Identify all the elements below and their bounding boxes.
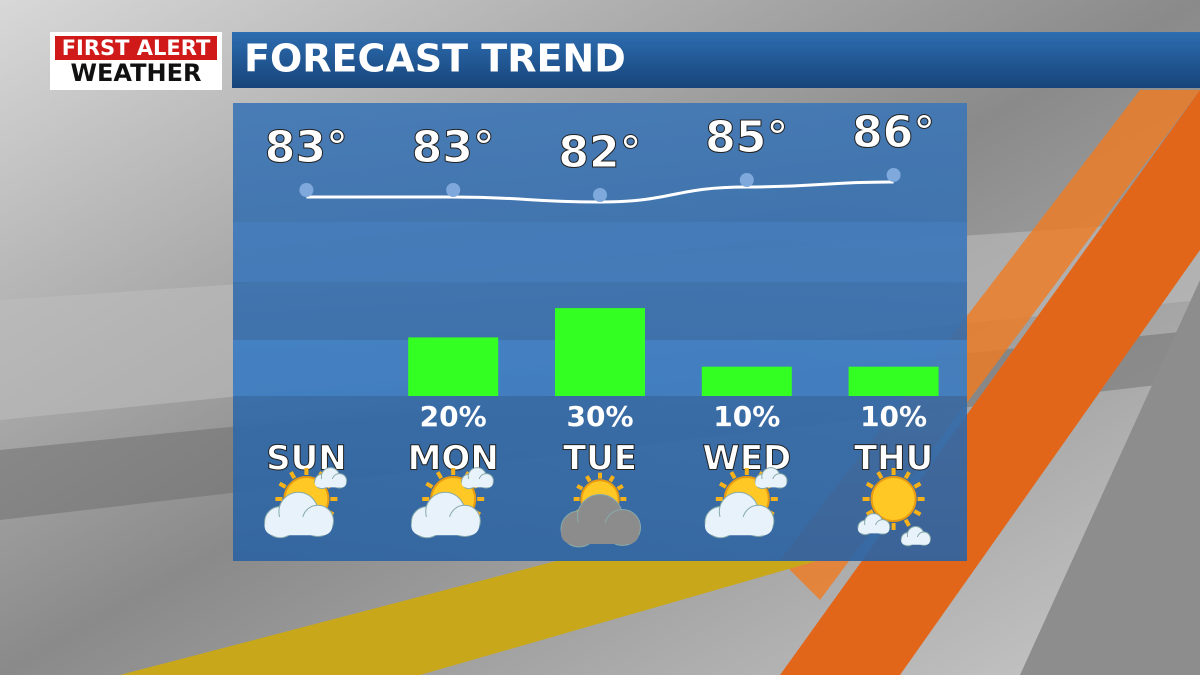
precip-bar bbox=[848, 366, 939, 396]
icon-ray bbox=[865, 481, 874, 489]
day-label: TUE bbox=[563, 439, 637, 479]
icon-cloud bbox=[314, 479, 346, 488]
precip-bar bbox=[701, 366, 792, 396]
temperature-label: 86° bbox=[852, 107, 935, 158]
icon-ray bbox=[913, 481, 922, 489]
icon-cloud bbox=[411, 517, 479, 536]
icon-ray bbox=[616, 484, 624, 491]
precip-bar bbox=[408, 337, 499, 396]
icon-ray bbox=[718, 481, 728, 489]
icon-ray bbox=[425, 481, 434, 489]
temperature-dot bbox=[886, 168, 901, 182]
icon-cloud bbox=[755, 479, 787, 488]
panel-band bbox=[233, 222, 967, 282]
icon-ray bbox=[913, 509, 922, 517]
icon-cloud bbox=[561, 523, 639, 544]
icon-ray bbox=[608, 475, 615, 483]
precip-label: 10% bbox=[713, 400, 780, 433]
title: FORECAST TREND bbox=[244, 37, 626, 81]
temperature-label: 83° bbox=[265, 122, 348, 173]
precip-bar bbox=[555, 308, 645, 396]
temperature-label: 85° bbox=[705, 112, 788, 163]
temperature-label: 82° bbox=[558, 127, 641, 178]
logo-bottom: WEATHER bbox=[71, 59, 202, 87]
precip-label: 20% bbox=[420, 400, 487, 433]
icon-ray bbox=[903, 471, 911, 480]
icon-ray bbox=[576, 484, 584, 491]
temperature-dot bbox=[593, 188, 607, 202]
icon-cloud bbox=[705, 517, 773, 536]
yellow-streak bbox=[120, 560, 820, 675]
icon-ray bbox=[585, 475, 592, 483]
icon-ray bbox=[903, 518, 911, 527]
icon-ray bbox=[289, 471, 297, 480]
temperature-label: 83° bbox=[412, 122, 495, 173]
temperature-dot bbox=[446, 183, 461, 197]
icon-ray bbox=[865, 509, 874, 517]
icon-ray bbox=[435, 471, 443, 480]
precip-label: 30% bbox=[566, 400, 633, 433]
temperature-dot bbox=[739, 173, 754, 187]
logo-red bbox=[55, 36, 217, 60]
day-label: THU bbox=[854, 439, 933, 479]
logo-top: FIRST ALERT bbox=[62, 36, 211, 60]
icon-ray bbox=[876, 471, 884, 480]
precip-label: 10% bbox=[860, 400, 927, 433]
icon-sun bbox=[870, 476, 917, 522]
temperature-dot bbox=[299, 183, 314, 197]
header-bar bbox=[232, 32, 1200, 88]
icon-ray bbox=[278, 481, 287, 489]
icon-cloud bbox=[461, 479, 493, 488]
icon-cloud bbox=[858, 525, 890, 534]
streak bbox=[1020, 280, 1200, 675]
icon-ray bbox=[729, 471, 737, 480]
icon-cloud bbox=[264, 517, 333, 536]
icon-cloud bbox=[901, 537, 930, 545]
